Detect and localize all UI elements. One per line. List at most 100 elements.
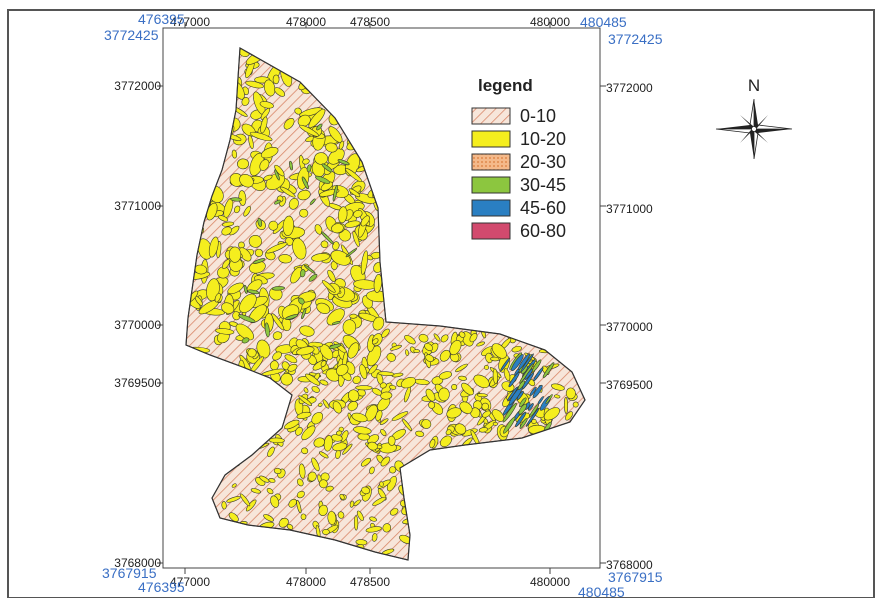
slope-patch — [492, 368, 498, 385]
slope-patch — [532, 384, 543, 399]
y-tick-label: 3769500 — [114, 376, 161, 390]
slope-patch — [372, 316, 385, 331]
slope-patch — [322, 399, 330, 409]
slope-patch — [238, 314, 256, 323]
slope-patch — [371, 338, 379, 345]
slope-patch — [265, 242, 288, 254]
slope-patch — [243, 284, 248, 294]
slope-patch — [252, 258, 266, 264]
slope-patch — [284, 419, 300, 430]
slope-patch — [299, 124, 319, 137]
corner-y-top-right: 3772425 — [608, 31, 663, 47]
slope-patch — [296, 478, 304, 487]
slope-patch — [318, 504, 328, 517]
slope-patch — [315, 175, 331, 184]
slope-patch — [379, 481, 384, 487]
slope-patch — [260, 116, 268, 134]
slope-patch — [369, 466, 375, 475]
slope-patch — [428, 401, 436, 409]
slope-patch — [344, 220, 361, 228]
slope-patch — [259, 475, 270, 483]
slope-patch — [337, 206, 348, 224]
slope-patch — [263, 514, 274, 522]
slope-patch — [259, 159, 270, 171]
slope-patch — [424, 343, 433, 352]
legend-label: 20-30 — [520, 152, 566, 172]
slope-patch — [267, 446, 275, 457]
slope-patch — [311, 457, 320, 472]
slope-patch — [221, 226, 232, 236]
slope-patch — [274, 169, 280, 181]
slope-patch — [361, 486, 371, 495]
slope-patch — [309, 198, 316, 205]
legend-swatch — [471, 153, 511, 171]
slope-patch — [247, 289, 260, 295]
slope-patch — [337, 511, 345, 519]
slope-patch — [297, 114, 311, 127]
slope-patch — [572, 401, 579, 408]
slope-patch — [387, 435, 396, 446]
slope-patch — [311, 412, 324, 425]
slope-patch — [237, 158, 249, 170]
slope-patch — [401, 418, 413, 432]
y-tick-labels-right: 3772000 3771000 3770000 3769500 3768000 — [606, 81, 653, 572]
x-tick-label: 478000 — [286, 15, 326, 29]
slope-patch — [229, 225, 240, 236]
slope-patch — [532, 359, 542, 372]
slope-patch — [227, 282, 244, 295]
slope-patch — [298, 463, 306, 479]
slope-patch — [280, 372, 293, 386]
slope-patch — [332, 401, 342, 414]
slope-patch — [470, 407, 481, 419]
slope-patch — [389, 508, 399, 516]
slope-patch — [239, 173, 254, 188]
slope-patch — [301, 425, 316, 441]
slope-patch — [339, 493, 345, 500]
slope-patch — [336, 363, 349, 376]
slope-patch — [519, 397, 527, 408]
slope-patch — [389, 344, 402, 351]
slope-patch — [418, 333, 429, 343]
slope-patch — [272, 331, 283, 340]
slope-patch — [245, 80, 264, 89]
slope-patch — [458, 375, 467, 381]
x-tick-label: 480000 — [530, 15, 570, 29]
x-tick-label: 480000 — [530, 575, 570, 589]
slope-patch — [217, 266, 230, 279]
slope-patch — [445, 429, 452, 436]
slope-patch — [337, 159, 350, 166]
slope-patch — [508, 372, 520, 388]
slope-patch — [307, 471, 317, 482]
slope-patch — [375, 409, 383, 422]
slope-patch — [380, 456, 391, 467]
slope-patch — [327, 269, 336, 282]
slope-patch — [272, 351, 282, 361]
slope-patch — [331, 321, 341, 325]
x-tick-label: 478500 — [350, 575, 390, 589]
slope-patch — [438, 387, 450, 402]
slope-patch — [347, 389, 360, 402]
slope-patch — [349, 313, 358, 319]
slope-patch — [256, 339, 271, 359]
slope-patch — [330, 250, 351, 266]
slope-patch — [243, 205, 251, 217]
slope-patch — [321, 280, 336, 293]
slope-patch — [314, 224, 323, 235]
y-tick-label: 3771000 — [114, 199, 161, 213]
corner-x-top-right: 480485 — [580, 14, 627, 30]
slope-patch — [257, 217, 263, 227]
slope-patch — [440, 435, 452, 448]
slope-patch — [382, 523, 392, 533]
slope-patch — [340, 430, 349, 442]
slope-patch — [290, 266, 303, 284]
slope-patch — [271, 313, 285, 331]
slope-patch — [306, 164, 312, 173]
corner-x-bottom-left: 476395 — [138, 579, 185, 595]
y-tick-label: 3769500 — [606, 378, 653, 392]
slope-patch — [438, 371, 453, 380]
slope-patch — [299, 208, 309, 218]
slope-patch — [328, 126, 343, 143]
slope-patch — [272, 74, 280, 85]
slope-patch — [455, 363, 468, 373]
